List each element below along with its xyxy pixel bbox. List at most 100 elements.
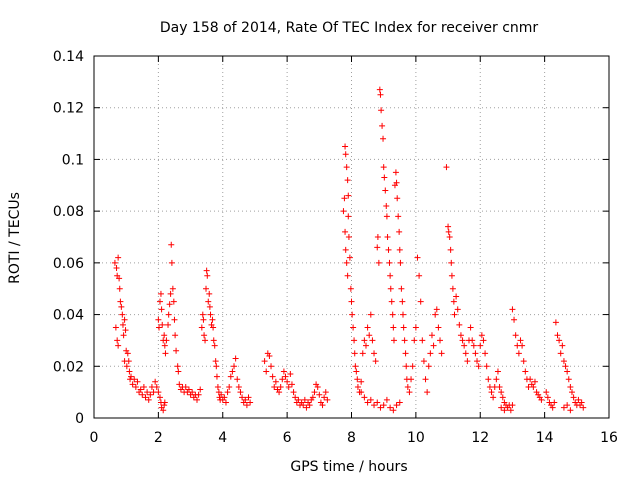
- data-point: [432, 311, 439, 318]
- data-point: [145, 396, 152, 403]
- data-point: [443, 164, 450, 171]
- data-point: [311, 389, 318, 396]
- data-point: [169, 285, 176, 292]
- data-point: [113, 265, 120, 272]
- data-point: [123, 363, 130, 370]
- data-point: [385, 246, 392, 253]
- data-point: [166, 301, 173, 308]
- data-point: [351, 337, 358, 344]
- data-point: [175, 368, 182, 375]
- data-point: [565, 376, 572, 383]
- data-point: [530, 383, 537, 390]
- data-point: [417, 298, 424, 305]
- data-point: [301, 396, 308, 403]
- y-tick-label: 0.04: [53, 308, 84, 324]
- data-point: [306, 402, 313, 409]
- data-point: [390, 337, 397, 344]
- data-point: [155, 389, 162, 396]
- data-point: [212, 358, 219, 365]
- data-point: [300, 402, 307, 409]
- data-point: [271, 383, 278, 390]
- data-point: [509, 402, 516, 409]
- data-point: [269, 373, 276, 380]
- data-point: [213, 373, 220, 380]
- data-point: [118, 303, 125, 310]
- data-point: [477, 342, 484, 349]
- data-point: [203, 267, 210, 274]
- data-point: [171, 316, 178, 323]
- data-point: [344, 177, 351, 184]
- data-point: [478, 332, 485, 339]
- data-point: [352, 363, 359, 370]
- data-point: [207, 311, 214, 318]
- data-point: [416, 272, 423, 279]
- data-point: [210, 324, 217, 331]
- data-point: [129, 381, 136, 388]
- data-point: [195, 391, 202, 398]
- data-point: [276, 389, 283, 396]
- data-point: [560, 404, 567, 411]
- data-point: [488, 389, 495, 396]
- data-point: [324, 396, 331, 403]
- data-point: [237, 389, 244, 396]
- data-point: [279, 376, 286, 383]
- data-point: [388, 298, 395, 305]
- y-tick-label: 0.02: [53, 359, 84, 375]
- data-point: [160, 407, 167, 414]
- data-point: [527, 376, 534, 383]
- data-point: [485, 376, 492, 383]
- data-point: [247, 399, 254, 406]
- data-point: [167, 290, 174, 297]
- data-point: [359, 350, 366, 357]
- data-point: [121, 316, 128, 323]
- data-point: [447, 246, 454, 253]
- data-point: [404, 383, 411, 390]
- data-point: [367, 311, 374, 318]
- x-tick-label: 16: [600, 430, 618, 446]
- data-point: [353, 368, 360, 375]
- data-point: [482, 350, 489, 357]
- data-point: [517, 337, 524, 344]
- data-point: [554, 332, 561, 339]
- data-point: [383, 202, 390, 209]
- x-tick-label: 6: [283, 430, 292, 446]
- data-point: [202, 337, 209, 344]
- data-point: [512, 332, 519, 339]
- data-point: [459, 337, 466, 344]
- data-point: [377, 404, 384, 411]
- data-point: [464, 358, 471, 365]
- data-point: [375, 259, 382, 266]
- data-point: [437, 337, 444, 344]
- data-point: [414, 254, 421, 261]
- data-point: [402, 350, 409, 357]
- data-point: [345, 192, 352, 199]
- data-point: [511, 316, 518, 323]
- data-point: [496, 383, 503, 390]
- data-point: [420, 358, 427, 365]
- data-point: [470, 342, 477, 349]
- data-point: [168, 259, 175, 266]
- data-point: [438, 350, 445, 357]
- data-point: [319, 402, 326, 409]
- data-point: [282, 373, 289, 380]
- data-point: [474, 358, 481, 365]
- data-point: [116, 285, 123, 292]
- data-point: [163, 337, 170, 344]
- x-tick-label: 14: [536, 430, 554, 446]
- data-point: [156, 324, 163, 331]
- data-point: [316, 391, 323, 398]
- data-point: [354, 383, 361, 390]
- data-point: [369, 337, 376, 344]
- data-point: [342, 143, 349, 150]
- data-point: [556, 337, 563, 344]
- data-point: [284, 378, 291, 385]
- data-point: [515, 350, 522, 357]
- data-point: [116, 275, 123, 282]
- data-point: [400, 311, 406, 318]
- data-point: [358, 378, 365, 385]
- data-point: [242, 396, 249, 403]
- data-point: [493, 376, 500, 383]
- data-point: [456, 321, 463, 328]
- data-point: [277, 383, 284, 390]
- data-point: [243, 402, 250, 409]
